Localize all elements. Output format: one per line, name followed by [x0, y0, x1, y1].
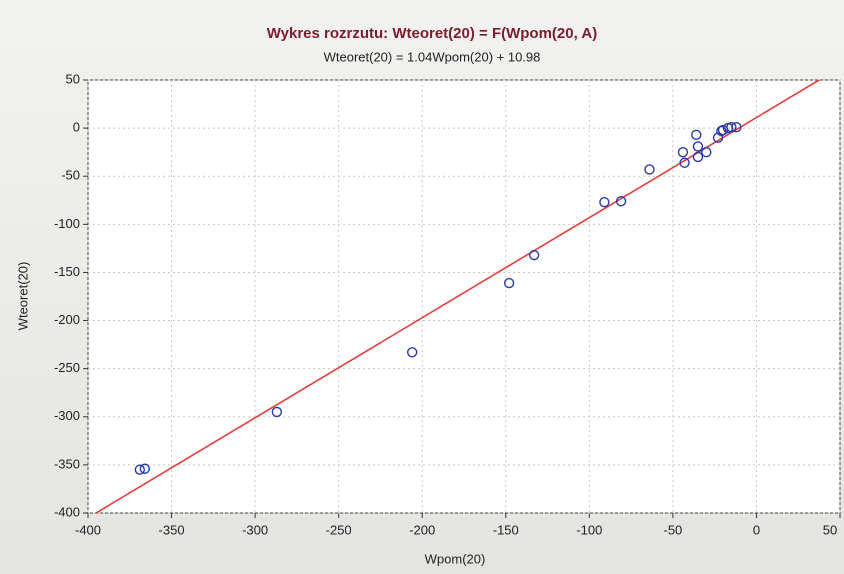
chart-title: Wykres rozrzutu: Wteoret(20) = F(Wpom(20… — [267, 25, 597, 42]
y-tick-label: -150 — [54, 264, 80, 279]
point — [677, 146, 689, 158]
x-tick-label: -300 — [242, 522, 268, 537]
point — [528, 249, 540, 261]
y-tick-label: 50 — [66, 71, 80, 86]
point — [679, 157, 690, 168]
point — [599, 197, 610, 208]
x-axis-label: Wpom(20) — [425, 551, 486, 566]
point — [644, 164, 655, 175]
y-tick-label: -250 — [54, 360, 80, 375]
x-tick-label: 0 — [753, 522, 760, 537]
chart-subtitle: Wteoret(20) = 1.04Wpom(20) + 10.98 — [324, 49, 541, 64]
y-tick-label: -100 — [54, 216, 80, 231]
point — [134, 464, 146, 475]
point — [615, 196, 627, 207]
point — [701, 146, 712, 158]
point — [406, 347, 418, 358]
plot-area — [87, 79, 841, 514]
y-tick-label: 0 — [73, 120, 80, 135]
point — [692, 141, 704, 152]
x-tick-label: -400 — [75, 522, 101, 537]
y-tick-label: -350 — [54, 456, 80, 471]
point — [691, 129, 702, 141]
regression-line — [94, 80, 821, 513]
x-tick-label: -350 — [159, 522, 185, 537]
point — [726, 121, 737, 133]
x-tick-label: -150 — [493, 522, 519, 537]
y-tick-label: -400 — [54, 504, 80, 519]
point — [692, 151, 704, 163]
point — [271, 406, 283, 418]
x-tick-label: -100 — [576, 522, 602, 537]
point — [716, 125, 727, 137]
x-tick-label: -200 — [409, 522, 435, 537]
y-axis-label: Wteoret(20) — [15, 262, 30, 331]
y-tick-label: -300 — [54, 408, 80, 423]
point — [503, 277, 515, 289]
y-tick-label: -50 — [61, 168, 80, 183]
point — [139, 463, 151, 474]
point — [731, 121, 742, 133]
x-tick-label: 50 — [823, 522, 837, 537]
x-tick-label: -250 — [326, 522, 352, 537]
x-tick-label: -50 — [663, 522, 682, 537]
y-tick-label: -200 — [54, 312, 80, 327]
plot-content — [94, 80, 821, 513]
